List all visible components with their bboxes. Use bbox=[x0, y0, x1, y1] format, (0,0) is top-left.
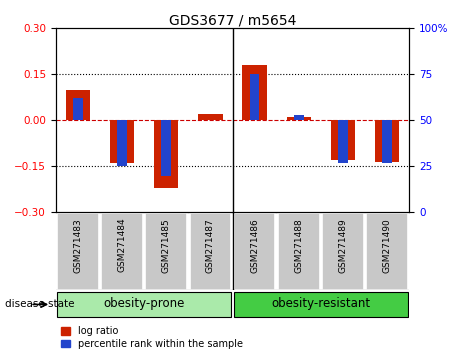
Bar bbox=[250, 74, 259, 120]
Bar bbox=[198, 114, 223, 120]
Text: GSM271485: GSM271485 bbox=[162, 218, 171, 273]
Text: GSM271486: GSM271486 bbox=[250, 218, 259, 273]
Text: GSM271484: GSM271484 bbox=[118, 218, 126, 273]
Bar bbox=[161, 120, 171, 176]
Bar bbox=[382, 120, 392, 163]
FancyBboxPatch shape bbox=[322, 213, 364, 290]
Text: GSM271490: GSM271490 bbox=[383, 218, 392, 273]
Bar bbox=[73, 98, 83, 120]
Text: disease state: disease state bbox=[5, 299, 74, 309]
Text: GSM271487: GSM271487 bbox=[206, 218, 215, 273]
Bar bbox=[294, 115, 304, 120]
FancyBboxPatch shape bbox=[190, 213, 231, 290]
Bar bbox=[331, 120, 355, 160]
Text: obesity-prone: obesity-prone bbox=[103, 297, 185, 310]
FancyBboxPatch shape bbox=[57, 292, 231, 317]
Title: GDS3677 / m5654: GDS3677 / m5654 bbox=[169, 13, 296, 27]
Bar bbox=[154, 120, 179, 188]
Bar bbox=[110, 120, 134, 163]
FancyBboxPatch shape bbox=[101, 213, 143, 290]
Text: obesity-resistant: obesity-resistant bbox=[271, 297, 371, 310]
FancyBboxPatch shape bbox=[234, 213, 275, 290]
Bar bbox=[66, 90, 90, 120]
Bar bbox=[375, 120, 399, 162]
Legend: log ratio, percentile rank within the sample: log ratio, percentile rank within the sa… bbox=[60, 326, 243, 349]
FancyBboxPatch shape bbox=[278, 213, 319, 290]
Text: GSM271488: GSM271488 bbox=[294, 218, 303, 273]
FancyBboxPatch shape bbox=[57, 213, 99, 290]
FancyBboxPatch shape bbox=[146, 213, 187, 290]
FancyBboxPatch shape bbox=[234, 292, 408, 317]
Text: GSM271489: GSM271489 bbox=[339, 218, 347, 273]
Bar bbox=[286, 117, 311, 120]
Bar bbox=[242, 65, 267, 120]
FancyBboxPatch shape bbox=[366, 213, 408, 290]
Bar bbox=[338, 120, 348, 163]
Bar bbox=[117, 120, 127, 166]
Text: GSM271483: GSM271483 bbox=[73, 218, 82, 273]
